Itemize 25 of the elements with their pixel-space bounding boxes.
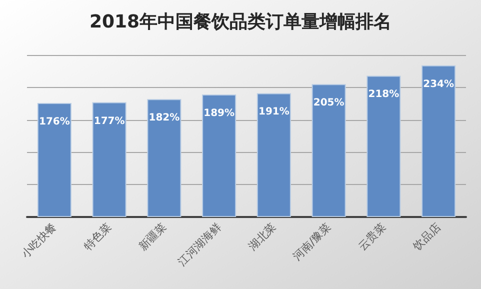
data-label: 177%: [94, 116, 125, 127]
data-label: 191%: [258, 106, 290, 118]
bar: [37, 102, 72, 217]
bar: [147, 99, 182, 217]
x-tick-label: 云贵菜: [356, 220, 388, 253]
x-tick-label: 新疆菜: [136, 220, 169, 253]
x-tick-label: 小吃快餐: [18, 220, 60, 261]
bar: [366, 76, 401, 217]
data-label: 234%: [423, 78, 454, 90]
x-tick-label: 特色菜: [81, 220, 114, 253]
bar: [202, 94, 236, 217]
data-label: 176%: [38, 116, 70, 128]
data-label: 218%: [368, 89, 400, 100]
x-tick-label: 湖北菜: [246, 220, 279, 253]
bar: [422, 65, 456, 217]
x-tick-label: 河南/豫菜: [290, 220, 334, 264]
x-tick-label: 饮品店: [410, 220, 444, 254]
bar: [92, 102, 126, 217]
data-label: 189%: [204, 108, 235, 120]
data-label: 205%: [313, 98, 344, 109]
bar: [312, 84, 346, 217]
chart-title: 2018年中国餐饮品类订单量增幅排名: [89, 12, 392, 32]
bar: [256, 93, 291, 217]
data-label: 182%: [148, 112, 180, 124]
x-tick-label: 江河湖海鲜: [176, 220, 224, 268]
